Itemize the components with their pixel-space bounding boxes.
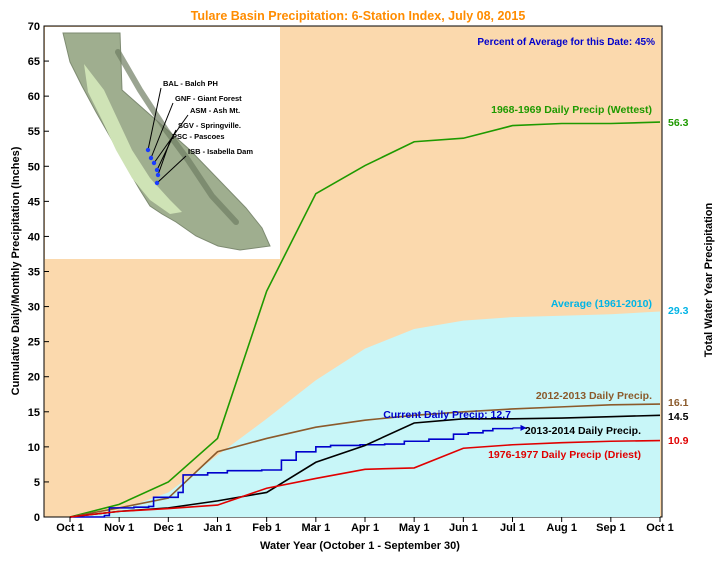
x-axis: Oct 1 Nov 1 Dec 1 Jan 1 Feb 1 Mar 1 Apr 1 May 1… bbox=[56, 517, 674, 534]
y-tick-label: 10 bbox=[28, 442, 40, 454]
station-leader bbox=[153, 114, 189, 164]
y-tick-label: 50 bbox=[28, 161, 40, 173]
station-label: GNF - Giant Forest bbox=[175, 94, 242, 103]
x-tick-label: May 1 bbox=[399, 522, 430, 534]
series-label-wettest: 1968-1969 Daily Precip (Wettest) bbox=[491, 104, 652, 116]
y-axis-right-title: Total Water Year Precipitation bbox=[703, 202, 715, 357]
series-label-current: Current Daily Precip: 12.7 bbox=[383, 409, 511, 421]
series-line-wettest bbox=[69, 121, 661, 518]
x-tick-label: Mar 1 bbox=[301, 522, 330, 534]
x-tick-label: Aug 1 bbox=[546, 522, 577, 534]
station-marker bbox=[151, 160, 157, 166]
station-leader bbox=[150, 102, 174, 159]
series-labels: 1968-1969 Daily Precip (Wettest) 56.3 Aver… bbox=[383, 104, 688, 461]
station-marker bbox=[145, 147, 151, 153]
series-lines bbox=[69, 121, 661, 518]
x-tick-label: Nov 1 bbox=[104, 522, 134, 534]
series-label-y2014: 2013-2014 Daily Precip. bbox=[525, 425, 641, 437]
x-tick-label: Feb 1 bbox=[252, 522, 281, 534]
y-tick-label: 55 bbox=[28, 126, 40, 138]
station-label: BAL - Balch PH bbox=[163, 79, 218, 88]
station-marker bbox=[155, 172, 161, 178]
station-marker bbox=[148, 155, 154, 161]
central-valley bbox=[84, 64, 182, 214]
y-tick-label: 30 bbox=[28, 302, 40, 314]
x-tick-label: Jun 1 bbox=[449, 522, 478, 534]
y-tick-label: 35 bbox=[28, 267, 40, 279]
station-label: PSC - Pascoes bbox=[172, 132, 225, 141]
series-line-driest bbox=[69, 439, 661, 518]
station-labels: BAL - Balch PH GNF - Giant Forest ASM - As… bbox=[145, 79, 253, 186]
california-shape bbox=[62, 32, 271, 251]
station-leader bbox=[157, 140, 171, 176]
x-tick-label: Oct 1 bbox=[646, 522, 674, 534]
x-tick-label: Apr 1 bbox=[351, 522, 379, 534]
series-line-current bbox=[70, 427, 514, 518]
y-axis: 0 5 10 15 20 25 30 35 40 45 50 55 60 65 70 bbox=[28, 21, 49, 524]
station-label: ISB - Isabella Dam bbox=[188, 147, 253, 156]
y-tick-label: 40 bbox=[28, 231, 40, 243]
series-total-wettest: 56.3 bbox=[668, 117, 689, 129]
average-area-fill bbox=[70, 311, 660, 517]
y-tick-label: 25 bbox=[28, 337, 40, 349]
inset-map: BAL - Balch PH GNF - Giant Forest ASM - As… bbox=[45, 27, 280, 259]
current-arrow-head bbox=[520, 424, 527, 431]
x-tick-label: Sep 1 bbox=[596, 522, 625, 534]
series-total-driest: 10.9 bbox=[668, 435, 689, 447]
station-leader bbox=[156, 155, 187, 184]
y-tick-label: 20 bbox=[28, 372, 40, 384]
x-tick-label: Jan 1 bbox=[203, 522, 231, 534]
series-total-average: 29.3 bbox=[668, 305, 689, 317]
series-label-y2013: 2012-2013 Daily Precip. bbox=[536, 390, 652, 402]
series-total-y2014: 14.5 bbox=[668, 411, 689, 423]
y-tick-label: 70 bbox=[28, 21, 40, 33]
station-leader bbox=[147, 87, 162, 151]
y-tick-label: 60 bbox=[28, 91, 40, 103]
x-tick-label: Jul 1 bbox=[500, 522, 525, 534]
y-tick-label: 5 bbox=[34, 477, 40, 489]
y-tick-label: 0 bbox=[34, 512, 40, 524]
x-tick-label: Dec 1 bbox=[154, 522, 183, 534]
series-label-average: Average (1961-2010) bbox=[551, 298, 652, 310]
sierra-ridge bbox=[115, 49, 239, 225]
y-tick-label: 15 bbox=[28, 407, 40, 419]
chart-title: Tulare Basin Precipitation: 6-Station In… bbox=[191, 9, 526, 23]
y-axis-title: Cumulative Daily/Monthly Precipitation (… bbox=[10, 146, 22, 395]
y-tick-label: 65 bbox=[28, 56, 40, 68]
x-axis-title: Water Year (October 1 - September 30) bbox=[260, 540, 460, 552]
station-label: SGV - Springville. bbox=[178, 121, 241, 130]
chart-subtitle: Percent of Average for this Date: 45% bbox=[477, 37, 655, 48]
station-marker bbox=[154, 180, 160, 186]
y-tick-label: 45 bbox=[28, 196, 40, 208]
x-tick-label: Oct 1 bbox=[56, 522, 84, 534]
station-marker bbox=[154, 167, 160, 173]
series-label-driest: 1976-1977 Daily Precip (Driest) bbox=[488, 449, 641, 461]
series-total-y2013: 16.1 bbox=[668, 397, 689, 409]
station-label: ASM - Ash Mt. bbox=[190, 106, 240, 115]
